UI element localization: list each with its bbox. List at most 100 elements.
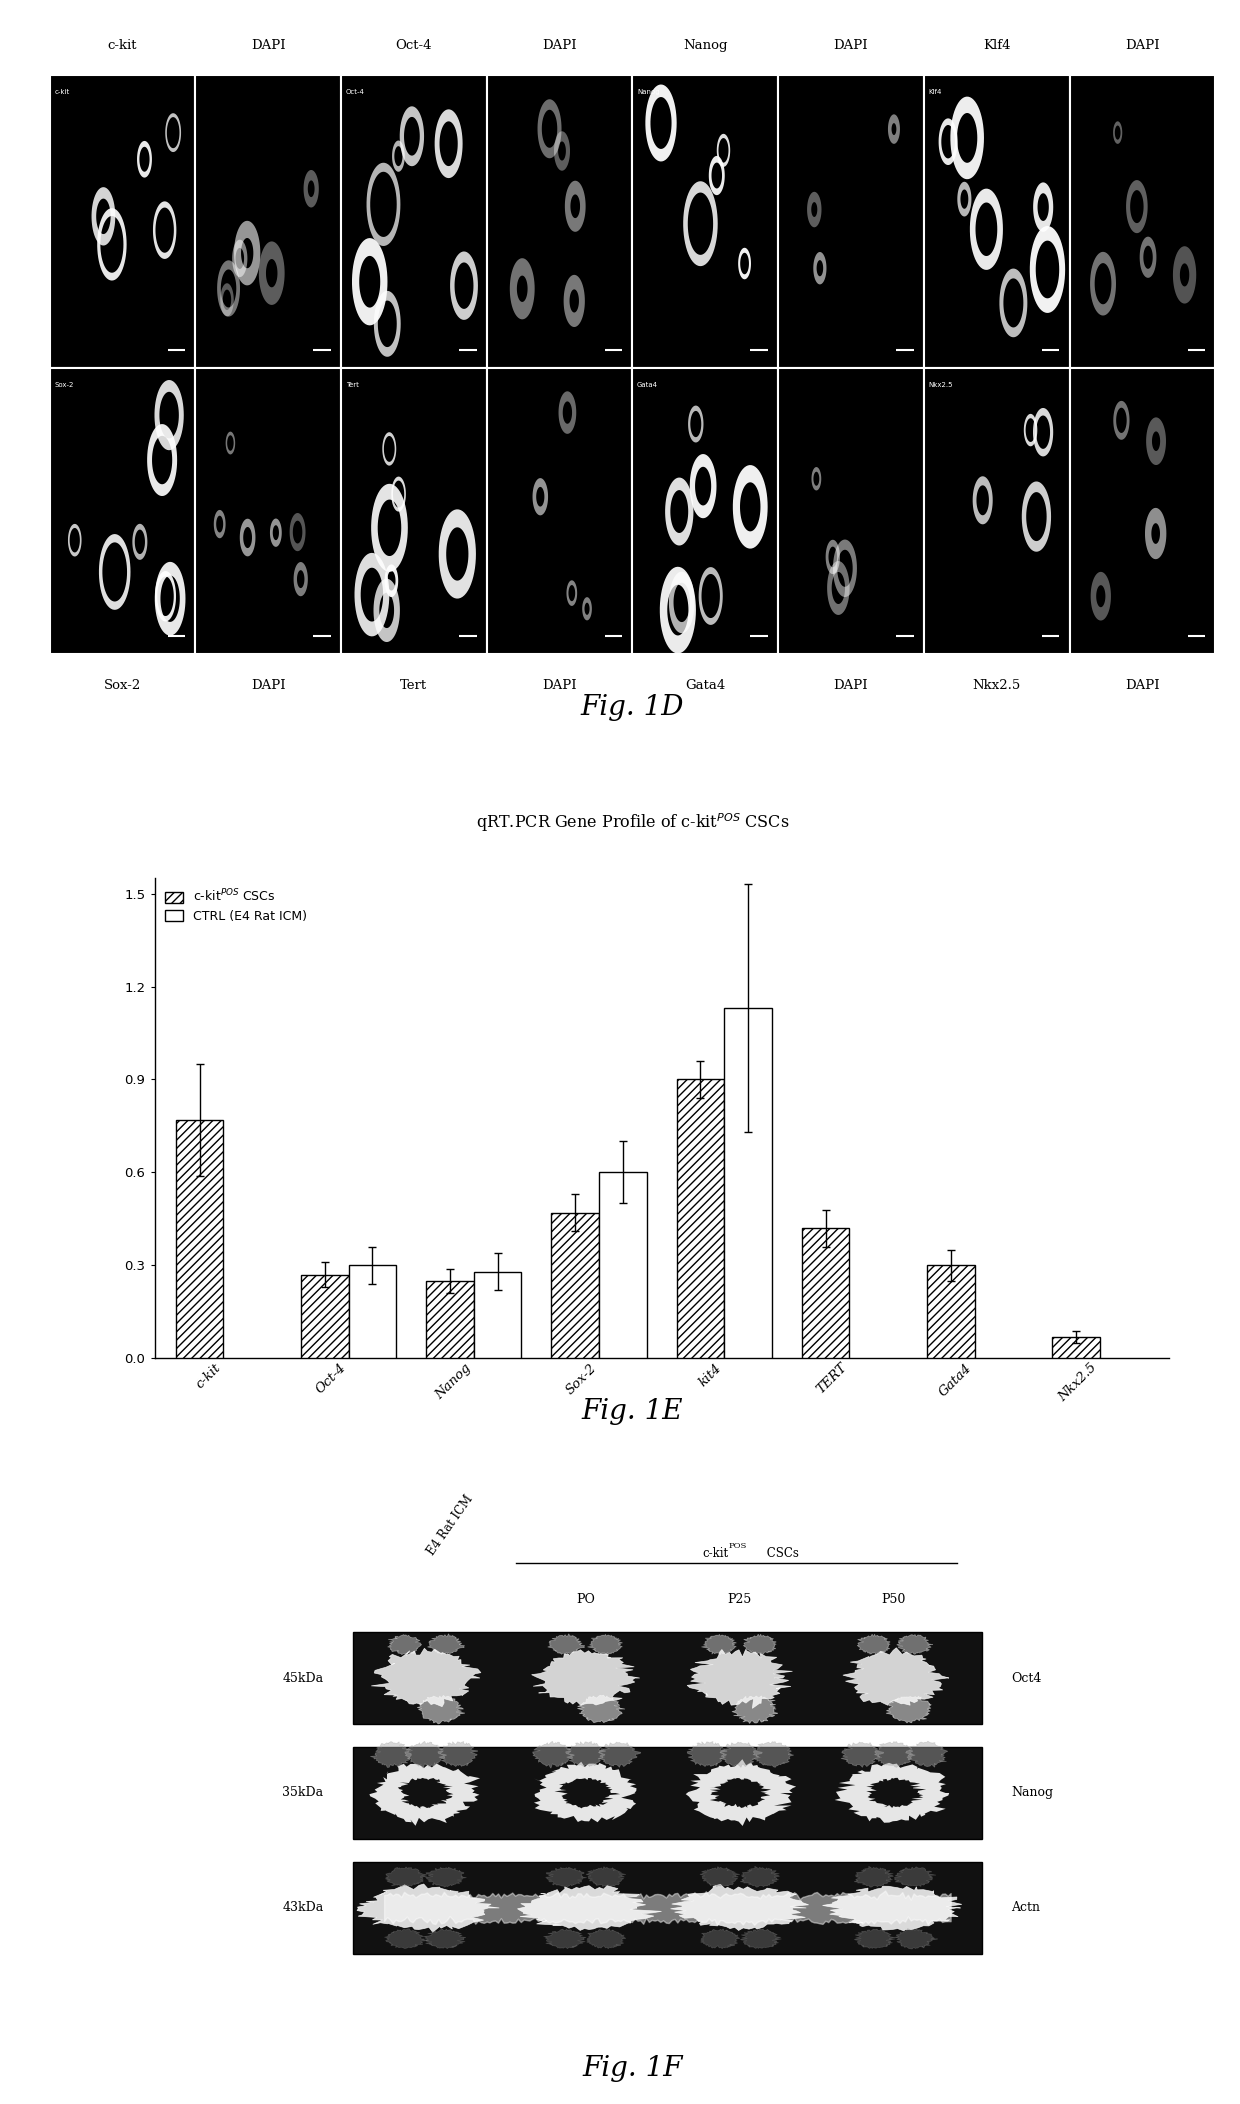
Polygon shape [155, 562, 186, 635]
Polygon shape [822, 1885, 962, 1931]
Polygon shape [1146, 417, 1166, 465]
Polygon shape [827, 562, 849, 614]
Text: Nkx2.5: Nkx2.5 [929, 383, 954, 389]
Polygon shape [138, 141, 153, 177]
Polygon shape [587, 1866, 626, 1887]
Polygon shape [671, 1885, 808, 1931]
Polygon shape [587, 1929, 626, 1948]
Polygon shape [701, 1929, 740, 1948]
Text: Gata4: Gata4 [637, 383, 658, 389]
Polygon shape [588, 1635, 622, 1654]
Polygon shape [699, 1866, 740, 1887]
Text: DAPI: DAPI [833, 40, 868, 53]
Bar [352, 1862, 982, 1955]
Polygon shape [532, 1742, 574, 1767]
Text: E4 Rat ICM: E4 Rat ICM [425, 1492, 476, 1557]
Polygon shape [733, 465, 768, 549]
Text: POS: POS [728, 1542, 746, 1551]
Polygon shape [905, 1742, 947, 1767]
Polygon shape [534, 1761, 636, 1822]
Text: Fig. 1E: Fig. 1E [582, 1397, 683, 1424]
Polygon shape [399, 107, 424, 166]
Polygon shape [1033, 408, 1053, 457]
Polygon shape [221, 284, 234, 316]
Bar [341, 368, 486, 654]
Polygon shape [392, 478, 405, 511]
Polygon shape [294, 562, 308, 595]
Polygon shape [950, 97, 985, 179]
Polygon shape [355, 553, 389, 635]
Polygon shape [833, 539, 857, 598]
Bar [1069, 76, 1215, 368]
Polygon shape [813, 252, 827, 284]
Polygon shape [743, 1635, 776, 1654]
Bar [632, 76, 779, 368]
Polygon shape [1024, 414, 1038, 446]
Polygon shape [567, 581, 577, 606]
Polygon shape [352, 238, 387, 326]
Polygon shape [1140, 236, 1157, 278]
Polygon shape [709, 156, 724, 196]
Bar [924, 368, 1069, 654]
Polygon shape [439, 509, 476, 600]
Polygon shape [687, 1650, 792, 1708]
Bar [924, 76, 1069, 368]
Text: 45kDa: 45kDa [283, 1671, 324, 1685]
Text: qRT.PCR Gene Profile of c-kit$^{POS}$ CSCs: qRT.PCR Gene Profile of c-kit$^{POS}$ CS… [476, 812, 789, 833]
Polygon shape [148, 425, 177, 497]
Polygon shape [841, 1742, 884, 1767]
Text: Oct-4: Oct-4 [346, 88, 365, 95]
Polygon shape [304, 170, 319, 208]
Text: Klf4: Klf4 [983, 40, 1011, 53]
Polygon shape [517, 1885, 661, 1929]
Polygon shape [438, 1742, 477, 1767]
Polygon shape [384, 564, 398, 598]
Polygon shape [425, 1866, 466, 1887]
Polygon shape [374, 290, 401, 358]
Text: DAPI: DAPI [1125, 680, 1159, 692]
Polygon shape [1090, 252, 1116, 316]
Polygon shape [854, 1929, 895, 1948]
Polygon shape [687, 1742, 727, 1767]
Polygon shape [1114, 402, 1130, 440]
Polygon shape [357, 1883, 500, 1931]
Polygon shape [546, 1866, 587, 1887]
Polygon shape [371, 1742, 412, 1767]
Text: P50: P50 [882, 1593, 906, 1605]
Text: DAPI: DAPI [250, 680, 285, 692]
Bar [341, 76, 486, 368]
Polygon shape [554, 130, 570, 170]
Polygon shape [532, 478, 548, 515]
Bar [779, 76, 924, 368]
Bar [1069, 368, 1215, 654]
Polygon shape [897, 1635, 932, 1654]
Polygon shape [371, 1647, 481, 1706]
Text: PO: PO [577, 1593, 595, 1605]
Bar [50, 76, 196, 368]
Bar [486, 76, 632, 368]
Polygon shape [392, 141, 404, 173]
Polygon shape [1173, 246, 1197, 303]
Polygon shape [1091, 572, 1111, 621]
Polygon shape [564, 276, 585, 326]
Polygon shape [259, 242, 285, 305]
Text: Oct4: Oct4 [1012, 1671, 1042, 1685]
Bar [632, 368, 779, 654]
Polygon shape [68, 524, 82, 555]
Text: Nanog: Nanog [1012, 1786, 1053, 1799]
Polygon shape [874, 1742, 915, 1767]
Polygon shape [537, 99, 562, 158]
Text: Sox-2: Sox-2 [55, 383, 73, 389]
Polygon shape [688, 406, 703, 442]
Bar [779, 368, 924, 654]
Polygon shape [213, 509, 226, 539]
Polygon shape [683, 181, 718, 267]
Polygon shape [388, 1635, 422, 1654]
Bar [352, 1746, 982, 1839]
Polygon shape [532, 1650, 640, 1706]
Polygon shape [740, 1929, 781, 1948]
Polygon shape [565, 1742, 605, 1767]
Text: Actn: Actn [1012, 1902, 1040, 1915]
Polygon shape [382, 431, 397, 465]
Polygon shape [450, 252, 477, 320]
